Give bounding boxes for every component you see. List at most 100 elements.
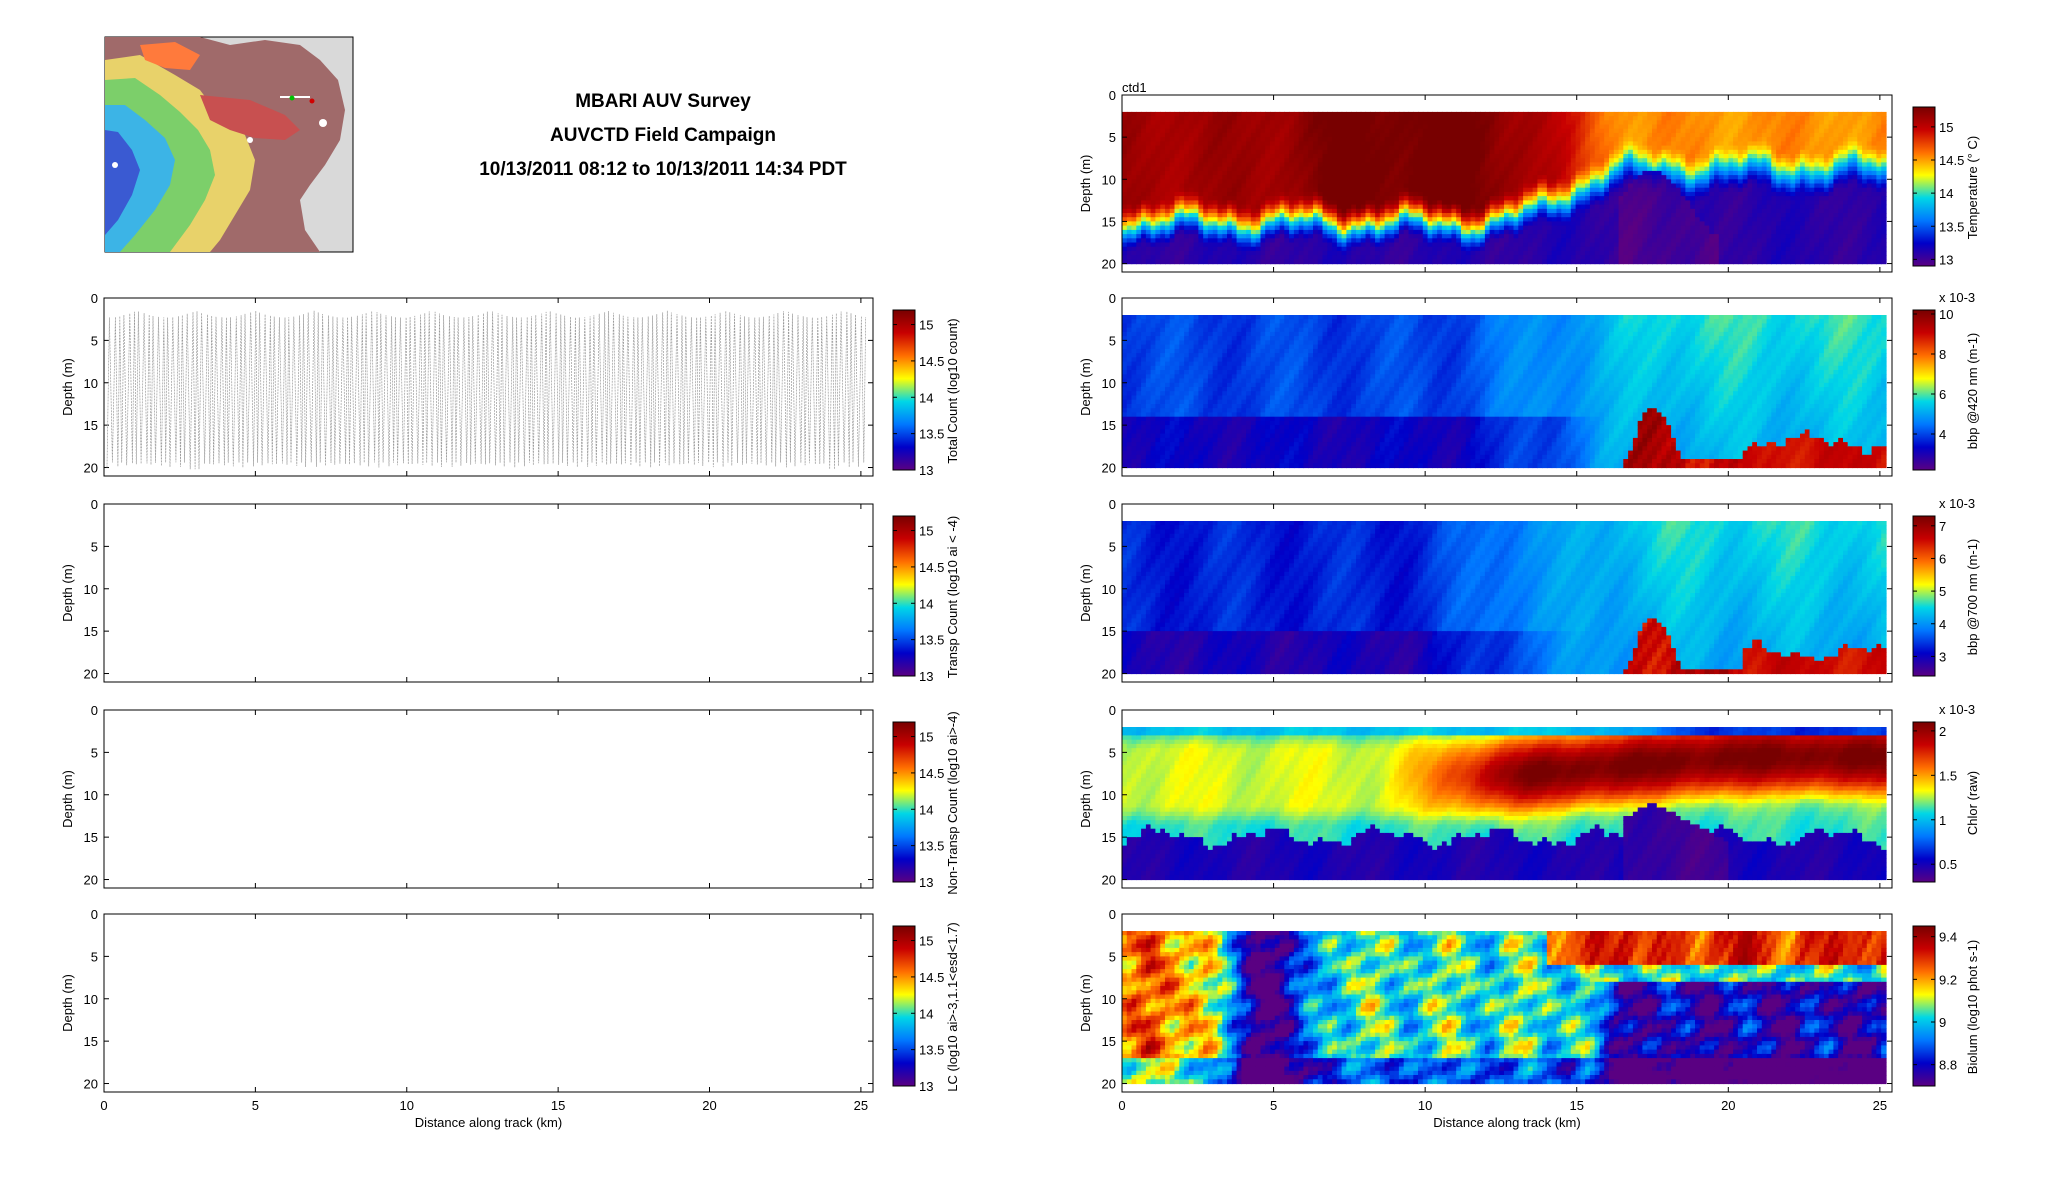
heatmap-cell	[1494, 124, 1500, 130]
heatmap-cell	[1418, 204, 1424, 210]
heatmap-cell	[1427, 158, 1433, 163]
heatmap-cell	[1356, 196, 1362, 201]
heatmap-cell	[1360, 259, 1367, 265]
heatmap-cell	[1613, 175, 1620, 180]
heatmap-cell	[1470, 234, 1476, 239]
heatmap-cell	[1551, 242, 1558, 248]
heatmap-cell	[1647, 208, 1653, 214]
heatmap-cell	[1575, 137, 1581, 142]
heatmap-cell	[1145, 187, 1152, 193]
heatmap-cell	[1704, 149, 1710, 155]
heatmap-cell	[1160, 137, 1166, 142]
heatmap-cell	[1546, 170, 1553, 176]
heatmap-cell	[1604, 238, 1610, 244]
heatmap-cell	[1250, 145, 1257, 151]
heatmap-cell	[1155, 187, 1161, 193]
heatmap-cell	[1570, 158, 1577, 163]
heatmap-cell	[1656, 238, 1663, 244]
heatmap-cell	[1656, 132, 1663, 138]
heatmap-cell	[1675, 221, 1682, 227]
heatmap-cell	[1441, 141, 1448, 147]
heatmap-cell	[1532, 221, 1538, 227]
heatmap-cell	[1642, 200, 1648, 206]
heatmap-cell	[1723, 179, 1729, 185]
heatmap-cell	[1422, 124, 1429, 130]
heatmap-cell	[1279, 200, 1285, 206]
heatmap-cell	[1308, 221, 1314, 227]
heatmap-cell	[1260, 196, 1266, 201]
heatmap-cell	[1461, 255, 1467, 260]
heatmap-cell	[1532, 162, 1538, 168]
heatmap-cell	[1737, 259, 1744, 265]
heatmap-cell	[1589, 191, 1596, 197]
heatmap-cell	[1279, 145, 1285, 151]
heatmap-cell	[1241, 238, 1247, 244]
heatmap-cell	[1289, 179, 1295, 185]
heatmap-cell	[1289, 170, 1295, 176]
heatmap-cell	[1422, 196, 1429, 201]
heatmap-cell	[1327, 208, 1333, 214]
heatmap-cell	[1413, 128, 1419, 134]
heatmap-cell	[1174, 191, 1180, 197]
heatmap-cell	[1188, 225, 1195, 231]
heatmap-cell	[1690, 137, 1696, 142]
heatmap-cell	[1313, 221, 1319, 227]
heatmap-cell	[1169, 120, 1176, 126]
heatmap-cell	[1207, 196, 1214, 201]
heatmap-cell	[1613, 234, 1620, 239]
heatmap-cell	[1274, 128, 1281, 134]
heatmap-cell	[1389, 238, 1395, 244]
heatmap-cell	[1666, 221, 1672, 227]
heatmap-cell	[1289, 204, 1295, 210]
heatmap-cell	[1398, 175, 1405, 180]
heatmap-cell	[1179, 170, 1185, 176]
colorbar-label: LC (log10 ai>-3,1.1<esd<1.7)	[945, 922, 960, 1091]
heatmap-cell	[1661, 187, 1667, 193]
heatmap-cell	[1246, 170, 1252, 176]
heatmap-cell	[1484, 221, 1491, 227]
heatmap-cell	[1532, 208, 1538, 214]
heatmap-cell	[1193, 128, 1199, 134]
heatmap-cell	[1346, 179, 1352, 185]
heatmap-cell	[1241, 179, 1247, 185]
heatmap-cell	[1518, 259, 1524, 265]
heatmap-cell	[1685, 166, 1691, 172]
heatmap-cell	[1504, 111, 1510, 117]
heatmap-cell	[1632, 250, 1639, 256]
heatmap-cell	[1632, 132, 1639, 138]
heatmap-cell	[1308, 259, 1314, 265]
heatmap-cell	[1604, 116, 1610, 121]
heatmap-cell	[1747, 255, 1753, 260]
heatmap-cell	[1212, 196, 1219, 201]
heatmap-cell	[1227, 200, 1233, 206]
heatmap-cell	[1561, 111, 1567, 117]
heatmap-cell	[1532, 196, 1538, 201]
heatmap-cell	[1441, 124, 1448, 130]
heatmap-cell	[1604, 221, 1610, 227]
heatmap-cell	[1403, 250, 1410, 256]
heatmap-cell	[1475, 204, 1481, 210]
heatmap-cell	[1212, 187, 1219, 193]
heatmap-cell	[1370, 116, 1376, 121]
heatmap-cell	[1141, 250, 1147, 256]
heatmap-cell	[1207, 120, 1214, 126]
heatmap-cell	[1728, 183, 1734, 189]
colorbar	[892, 309, 916, 471]
heatmap-cell	[1465, 124, 1472, 130]
heatmap-cell	[1723, 154, 1729, 159]
heatmap-cell	[1580, 170, 1586, 176]
heatmap-cell	[1451, 116, 1457, 121]
heatmap-cell	[1141, 132, 1147, 138]
heatmap-cell	[1623, 196, 1629, 201]
heatmap-cell	[1513, 141, 1519, 147]
heatmap-cell	[1518, 242, 1524, 248]
heatmap-cell	[1346, 221, 1352, 227]
heatmap-cell	[1384, 191, 1390, 197]
heatmap-cell	[1513, 246, 1519, 252]
heatmap-cell	[1131, 217, 1137, 222]
heatmap-cell	[1246, 196, 1252, 201]
heatmap-cell	[1537, 116, 1543, 121]
heatmap-cell	[1508, 242, 1515, 248]
heatmap-cell	[1422, 170, 1429, 176]
heatmap-cell	[1379, 154, 1386, 159]
